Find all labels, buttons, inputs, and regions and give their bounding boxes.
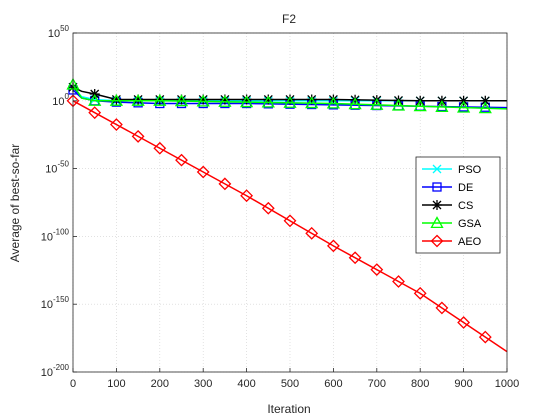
data-point-marker xyxy=(196,94,210,107)
data-point-marker xyxy=(174,94,189,107)
series-gsa xyxy=(66,77,508,114)
legend-item-cs: CS xyxy=(422,200,473,212)
data-point-marker xyxy=(305,96,319,109)
data-point-marker xyxy=(432,200,442,210)
data-point-marker xyxy=(109,118,123,131)
x-tick-label: 500 xyxy=(281,378,299,390)
x-tick-label: 400 xyxy=(237,378,255,390)
data-point-marker xyxy=(131,129,145,143)
data-point-marker xyxy=(153,93,167,106)
data-point-marker xyxy=(435,100,449,112)
data-point-marker xyxy=(198,94,209,105)
legend: PSO DE CS GSA AEO xyxy=(415,156,501,254)
data-point-marker xyxy=(109,93,124,106)
x-axis-title: Iteration xyxy=(267,402,310,416)
data-point-marker xyxy=(111,94,122,105)
data-point-marker xyxy=(326,96,341,109)
data-point-marker xyxy=(391,98,406,111)
data-point-marker xyxy=(370,98,384,110)
data-point-marker xyxy=(370,263,384,277)
data-point-marker xyxy=(88,106,102,120)
legend-label: DE xyxy=(458,182,473,194)
x-tick-label: 300 xyxy=(194,378,212,390)
series-layer xyxy=(66,77,508,353)
y-tick-label: 10-200 xyxy=(41,363,70,379)
legend-label: PSO xyxy=(458,164,482,176)
data-point-marker xyxy=(263,94,274,105)
legend-item-aeo: AEO xyxy=(422,234,482,248)
data-point-marker xyxy=(88,93,102,106)
series-line xyxy=(72,84,508,110)
data-point-marker xyxy=(261,201,275,215)
x-tick-label: 800 xyxy=(411,378,429,390)
data-point-marker xyxy=(131,93,145,106)
data-point-marker xyxy=(283,95,297,108)
data-point-marker xyxy=(218,94,232,107)
data-point-marker xyxy=(133,94,144,105)
data-point-marker xyxy=(392,275,405,288)
x-axis-ticks: 0 100 200 300 400 500 600 700 800 900 1000 xyxy=(70,368,519,390)
data-point-marker xyxy=(413,286,427,300)
y-tick-label: 10-100 xyxy=(41,227,70,243)
data-point-marker xyxy=(219,94,230,105)
x-tick-label: 0 xyxy=(70,378,76,390)
data-point-marker xyxy=(480,95,491,106)
series-aeo xyxy=(66,94,508,353)
y-tick-label: 10-50 xyxy=(45,160,69,176)
data-point-marker xyxy=(348,251,362,265)
data-point-marker xyxy=(218,177,232,191)
data-point-marker xyxy=(175,153,188,167)
data-point-marker xyxy=(432,182,442,192)
y-tick-label: 10-150 xyxy=(41,295,70,311)
data-point-marker xyxy=(154,94,165,105)
data-point-marker xyxy=(348,97,362,110)
data-point-marker xyxy=(457,316,471,329)
data-point-marker xyxy=(478,330,492,344)
legend-label: AEO xyxy=(458,236,482,248)
x-tick-label: 700 xyxy=(368,378,386,390)
data-point-marker xyxy=(305,226,319,240)
data-point-marker xyxy=(306,94,317,105)
legend-item-pso: PSO xyxy=(422,164,482,176)
x-tick-label: 1000 xyxy=(495,378,519,390)
legend-label: GSA xyxy=(458,218,482,230)
data-point-marker xyxy=(328,94,339,105)
data-point-marker xyxy=(283,214,297,228)
x-tick-label: 600 xyxy=(324,378,342,390)
legend-item-de: DE xyxy=(422,182,473,194)
series-line xyxy=(72,100,508,353)
y-tick-label: 100 xyxy=(52,92,69,108)
y-axis-title: Average of best-so-far xyxy=(8,144,22,263)
data-point-marker xyxy=(285,94,295,105)
data-point-marker xyxy=(241,94,252,105)
data-point-marker xyxy=(176,94,187,105)
data-point-marker xyxy=(196,165,210,179)
chart-title: F2 xyxy=(282,12,296,26)
data-point-marker xyxy=(239,95,254,108)
data-point-marker xyxy=(435,301,449,315)
y-tick-label: 1050 xyxy=(48,24,70,40)
x-tick-label: 900 xyxy=(454,378,472,390)
data-point-marker xyxy=(326,239,340,253)
data-point-marker xyxy=(261,95,275,108)
data-point-marker xyxy=(456,100,471,113)
data-point-marker xyxy=(432,164,442,174)
data-point-marker xyxy=(240,189,254,203)
data-point-marker xyxy=(430,234,444,248)
legend-item-gsa: GSA xyxy=(422,216,482,230)
y-axis-ticks: 1050 100 10-50 10-100 10-150 10-200 xyxy=(41,24,77,379)
data-point-marker xyxy=(478,101,492,114)
data-point-marker xyxy=(413,99,427,112)
x-tick-label: 200 xyxy=(151,378,169,390)
data-point-marker xyxy=(430,216,444,229)
x-tick-label: 100 xyxy=(107,378,125,390)
data-point-marker xyxy=(153,141,167,155)
legend-label: CS xyxy=(458,200,473,212)
